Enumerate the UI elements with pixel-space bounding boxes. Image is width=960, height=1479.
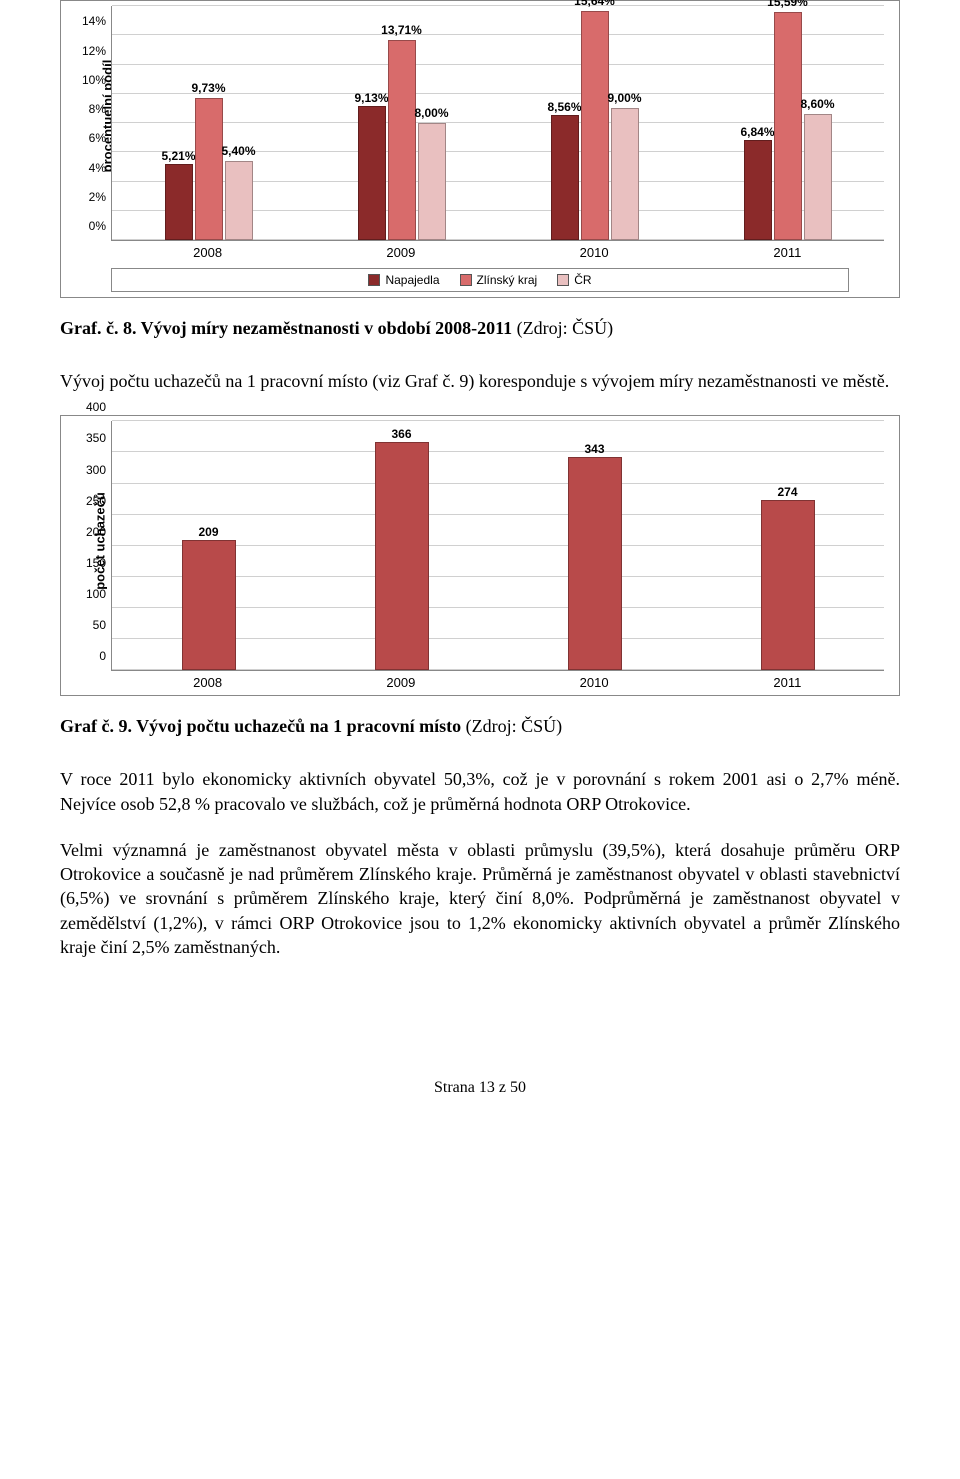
y-tick: 10% — [82, 73, 112, 87]
data-label: 8,00% — [414, 106, 448, 122]
data-label: 366 — [391, 427, 411, 443]
bar-Napajedla-2011: 6,84% — [744, 140, 772, 240]
bar-2011: 274 — [761, 500, 815, 671]
y-tick: 150 — [86, 556, 112, 570]
data-label: 274 — [777, 485, 797, 501]
legend-item: Napajedla — [368, 273, 439, 287]
x-tick: 2011 — [691, 671, 884, 690]
y-tick: 200 — [86, 525, 112, 539]
chart1-caption-source: (Zdroj: ČSÚ) — [517, 318, 614, 338]
y-tick: 350 — [86, 431, 112, 445]
data-label: 9,73% — [191, 81, 225, 97]
chart1-caption-main: Vývoj míry nezaměstnanosti v období 2008… — [136, 318, 516, 338]
x-tick: 2009 — [304, 241, 497, 260]
legend-label: Napajedla — [385, 273, 439, 287]
y-tick: 100 — [86, 587, 112, 601]
x-tick: 2008 — [111, 241, 304, 260]
data-label: 8,60% — [800, 97, 834, 113]
chart2-caption-main: Vývoj počtu uchazečů na 1 pracovní místo — [132, 716, 466, 736]
page-footer: Strana 13 z 50 — [60, 1079, 900, 1097]
data-label: 9,13% — [354, 91, 388, 107]
bar-2008: 209 — [182, 540, 236, 670]
bar-Zlínský-kraj-2010: 15,64% — [581, 11, 609, 240]
x-tick: 2009 — [304, 671, 497, 690]
x-tick: 2010 — [498, 241, 691, 260]
legend-item: ČR — [557, 273, 591, 287]
data-label: 6,84% — [740, 125, 774, 141]
bar-Zlínský-kraj-2009: 13,71% — [388, 40, 416, 241]
y-tick: 0% — [89, 219, 112, 233]
bar-2009: 366 — [375, 442, 429, 670]
chart-unemployment-rate: procentuelní podíl 0%2%4%6%8%10%12%14%16… — [60, 0, 900, 298]
chart1-caption-prefix: Graf. č. 8. — [60, 318, 136, 338]
y-tick: 0 — [99, 649, 112, 663]
y-tick: 250 — [86, 494, 112, 508]
y-tick: 14% — [82, 14, 112, 28]
bar-ČR-2010: 9,00% — [611, 108, 639, 240]
x-tick: 2008 — [111, 671, 304, 690]
chart1-x-labels: 2008200920102011 — [111, 241, 884, 260]
chart2-x-labels: 2008200920102011 — [111, 671, 884, 690]
x-tick: 2011 — [691, 241, 884, 260]
y-tick: 400 — [86, 400, 112, 414]
chart1-caption: Graf. č. 8. Vývoj míry nezaměstnanosti v… — [60, 318, 900, 339]
paragraph-1: V roce 2011 bylo ekonomicky aktivních ob… — [60, 767, 900, 816]
bar-ČR-2011: 8,60% — [804, 114, 832, 240]
y-tick: 8% — [89, 102, 112, 116]
bar-ČR-2008: 5,40% — [225, 161, 253, 240]
data-label: 5,40% — [221, 144, 255, 160]
chart-applicants-per-job: počet uchazečů 0501001502002503003504002… — [60, 415, 900, 696]
chart1-legend: Napajedla Zlínský kraj ČR — [111, 268, 849, 292]
chart2-caption: Graf č. 9. Vývoj počtu uchazečů na 1 pra… — [60, 716, 900, 737]
chart2-caption-source: (Zdroj: ČSÚ) — [466, 716, 563, 736]
bar-Napajedla-2009: 9,13% — [358, 106, 386, 240]
chart1-plot-area: 0%2%4%6%8%10%12%14%16%5,21%9,73%5,40%9,1… — [111, 6, 884, 241]
y-tick: 50 — [93, 618, 112, 632]
legend-swatch — [460, 274, 472, 286]
chart2-plot-area: 050100150200250300350400209366343274 — [111, 421, 884, 671]
data-label: 9,00% — [607, 91, 641, 107]
bar-Napajedla-2008: 5,21% — [165, 164, 193, 240]
intro-paragraph: Vývoj počtu uchazečů na 1 pracovní místo… — [60, 369, 900, 393]
y-tick: 2% — [89, 190, 112, 204]
y-tick: 12% — [82, 44, 112, 58]
y-tick: 300 — [86, 463, 112, 477]
bar-2010: 343 — [568, 457, 622, 671]
bar-Zlínský-kraj-2008: 9,73% — [195, 98, 223, 240]
legend-item: Zlínský kraj — [460, 273, 538, 287]
bar-ČR-2009: 8,00% — [418, 123, 446, 240]
data-label: 13,71% — [381, 23, 422, 39]
legend-label: ČR — [574, 273, 591, 287]
data-label: 15,64% — [574, 0, 615, 10]
bar-Napajedla-2010: 8,56% — [551, 115, 579, 240]
chart2-caption-prefix: Graf č. 9. — [60, 716, 132, 736]
bar-Zlínský-kraj-2011: 15,59% — [774, 12, 802, 240]
data-label: 5,21% — [161, 149, 195, 165]
x-tick: 2010 — [498, 671, 691, 690]
y-tick: 4% — [89, 161, 112, 175]
data-label: 343 — [584, 442, 604, 458]
legend-label: Zlínský kraj — [477, 273, 538, 287]
data-label: 209 — [198, 525, 218, 541]
legend-swatch — [557, 274, 569, 286]
data-label: 15,59% — [767, 0, 808, 11]
paragraph-2: Velmi významná je zaměstnanost obyvatel … — [60, 838, 900, 959]
data-label: 8,56% — [547, 100, 581, 116]
legend-swatch — [368, 274, 380, 286]
y-tick: 6% — [89, 131, 112, 145]
